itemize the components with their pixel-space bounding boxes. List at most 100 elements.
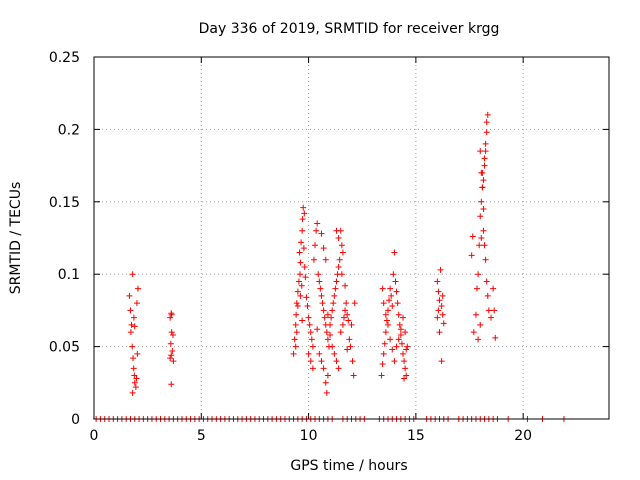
- data-point: [350, 372, 357, 379]
- data-point: [435, 307, 442, 314]
- data-point: [491, 307, 498, 314]
- data-point: [168, 329, 175, 336]
- data-point: [440, 320, 447, 327]
- data-point: [477, 148, 484, 155]
- data-point: [327, 332, 334, 339]
- data-point: [438, 358, 445, 365]
- data-point: [337, 329, 344, 336]
- data-point: [398, 340, 405, 347]
- data-point: [389, 303, 396, 310]
- data-point: [393, 288, 400, 295]
- data-point: [487, 314, 494, 321]
- data-point: [291, 336, 298, 343]
- data-point: [316, 350, 323, 357]
- data-point: [299, 317, 306, 324]
- data-point: [331, 292, 338, 299]
- data-point: [320, 245, 327, 252]
- data-point: [332, 285, 339, 292]
- data-point: [318, 292, 325, 299]
- data-point: [309, 343, 316, 350]
- data-point: [320, 307, 327, 314]
- grid-lines: [94, 57, 609, 419]
- x-axis-tick-labels: 0 5 10 15 20: [90, 428, 533, 444]
- data-point: [307, 358, 314, 365]
- data-point: [470, 329, 477, 336]
- data-point: [347, 343, 354, 350]
- data-point: [133, 375, 140, 382]
- data-point: [313, 227, 320, 234]
- data-point: [301, 263, 308, 270]
- data-point: [392, 278, 399, 285]
- data-point: [129, 389, 136, 396]
- data-point: [305, 314, 312, 321]
- y-tick-label: 0.1: [58, 267, 80, 283]
- data-point: [315, 271, 322, 278]
- data-point: [299, 216, 306, 223]
- data-point: [339, 321, 346, 328]
- data-point: [314, 326, 321, 333]
- data-point: [387, 285, 394, 292]
- data-point: [297, 292, 304, 299]
- data-point: [170, 358, 177, 365]
- data-point: [478, 169, 485, 176]
- data-point: [396, 321, 403, 328]
- data-point: [478, 235, 485, 241]
- data-point: [484, 111, 491, 118]
- data-point: [293, 311, 300, 318]
- data-point: [472, 311, 479, 318]
- data-point: [323, 329, 330, 336]
- data-point: [404, 343, 411, 350]
- x-tick-label: 10: [300, 428, 318, 444]
- data-point: [402, 329, 409, 336]
- y-tick-label: 0.05: [49, 340, 80, 356]
- data-point: [435, 288, 442, 295]
- data-point: [168, 381, 175, 388]
- data-point: [295, 278, 302, 285]
- data-point: [294, 288, 301, 295]
- data-point: [400, 350, 406, 357]
- data-point: [342, 307, 349, 314]
- data-point: [344, 346, 351, 353]
- data-point: [481, 155, 488, 162]
- data-point: [127, 329, 134, 336]
- data-point: [349, 358, 356, 365]
- y-tick-label: 0.15: [49, 195, 80, 211]
- axis-ticks: [93, 56, 609, 420]
- chart-title: Day 336 of 2019, SRMTID for receiver krg…: [199, 21, 500, 37]
- data-point: [380, 300, 387, 307]
- x-axis-label: GPS time / hours: [290, 458, 407, 474]
- data-point: [401, 358, 408, 365]
- data-point: [378, 372, 385, 379]
- data-point: [131, 379, 138, 386]
- data-point: [293, 300, 300, 307]
- data-point: [344, 311, 351, 318]
- data-point: [394, 300, 401, 307]
- data-point: [477, 213, 484, 220]
- data-point: [397, 332, 404, 339]
- data-point: [324, 336, 331, 343]
- data-point: [438, 303, 445, 310]
- data-point: [397, 326, 404, 333]
- data-points: [93, 111, 567, 422]
- plot-frame: [93, 56, 610, 420]
- data-point: [403, 346, 410, 353]
- data-point: [299, 227, 306, 234]
- data-point: [485, 307, 492, 314]
- data-point: [479, 184, 486, 191]
- data-point: [127, 307, 134, 314]
- data-point: [436, 329, 443, 336]
- data-point: [324, 372, 331, 379]
- data-point: [391, 249, 398, 256]
- data-point: [317, 285, 324, 292]
- data-point: [309, 365, 316, 372]
- x-tick-label: 15: [407, 428, 425, 444]
- data-point: [327, 321, 334, 328]
- data-point: [434, 278, 441, 285]
- data-point: [129, 343, 136, 350]
- data-point: [134, 350, 141, 357]
- data-point: [300, 245, 307, 252]
- y-axis-label: SRMTID / TECUs: [8, 182, 24, 295]
- data-point: [384, 307, 391, 314]
- data-point: [379, 285, 386, 292]
- data-point: [475, 271, 482, 278]
